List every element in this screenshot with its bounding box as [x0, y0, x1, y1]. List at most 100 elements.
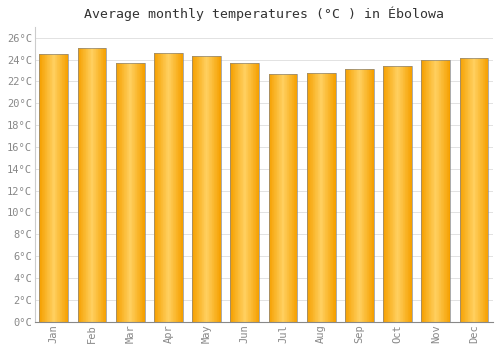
Bar	[373, 69, 374, 322]
Bar	[211, 56, 212, 322]
Bar	[49, 54, 50, 322]
Title: Average monthly temperatures (°C ) in Ébolowa: Average monthly temperatures (°C ) in Éb…	[84, 7, 444, 21]
Bar	[125, 63, 126, 322]
Bar	[345, 69, 374, 322]
Bar	[40, 54, 41, 322]
Bar	[295, 74, 296, 322]
Bar	[461, 58, 462, 322]
Bar	[78, 48, 79, 322]
Bar	[383, 66, 384, 322]
Bar	[128, 63, 129, 322]
Bar	[401, 66, 402, 322]
Bar	[141, 63, 142, 322]
Bar	[329, 73, 330, 322]
Bar	[356, 69, 357, 322]
Bar	[174, 53, 175, 322]
Bar	[388, 66, 389, 322]
Bar	[425, 60, 426, 322]
Bar	[466, 58, 467, 322]
Bar	[48, 54, 49, 322]
Bar	[330, 73, 331, 322]
Bar	[292, 74, 293, 322]
Bar	[398, 66, 399, 322]
Bar	[100, 48, 102, 322]
Bar	[200, 56, 201, 322]
Bar	[325, 73, 326, 322]
Bar	[118, 63, 119, 322]
Bar	[79, 48, 80, 322]
Bar	[154, 53, 155, 322]
Bar	[246, 63, 247, 322]
Bar	[464, 58, 466, 322]
Bar	[170, 53, 172, 322]
Bar	[311, 73, 312, 322]
Bar	[231, 63, 232, 322]
Bar	[399, 66, 400, 322]
Bar	[407, 66, 408, 322]
Bar	[256, 63, 257, 322]
Bar	[288, 74, 290, 322]
Bar	[123, 63, 124, 322]
Bar	[43, 54, 44, 322]
Bar	[274, 74, 275, 322]
Bar	[278, 74, 280, 322]
Bar	[66, 54, 68, 322]
Bar	[440, 60, 441, 322]
Bar	[161, 53, 162, 322]
Bar	[103, 48, 104, 322]
Bar	[316, 73, 317, 322]
Bar	[422, 60, 450, 322]
Bar	[116, 63, 144, 322]
Bar	[273, 74, 274, 322]
Bar	[201, 56, 202, 322]
Bar	[411, 66, 412, 322]
Bar	[90, 48, 92, 322]
Bar	[62, 54, 63, 322]
Bar	[285, 74, 286, 322]
Bar	[434, 60, 435, 322]
Bar	[272, 74, 273, 322]
Bar	[139, 63, 140, 322]
Bar	[235, 63, 236, 322]
Bar	[445, 60, 446, 322]
Bar	[268, 74, 298, 322]
Bar	[133, 63, 134, 322]
Bar	[294, 74, 295, 322]
Bar	[214, 56, 215, 322]
Bar	[310, 73, 311, 322]
Bar	[136, 63, 138, 322]
Bar	[166, 53, 167, 322]
Bar	[486, 58, 487, 322]
Bar	[335, 73, 336, 322]
Bar	[96, 48, 97, 322]
Bar	[447, 60, 448, 322]
Bar	[441, 60, 442, 322]
Bar	[205, 56, 206, 322]
Bar	[160, 53, 161, 322]
Bar	[478, 58, 479, 322]
Bar	[422, 60, 423, 322]
Bar	[42, 54, 43, 322]
Bar	[164, 53, 165, 322]
Bar	[410, 66, 411, 322]
Bar	[177, 53, 178, 322]
Bar	[154, 53, 182, 322]
Bar	[119, 63, 120, 322]
Bar	[88, 48, 89, 322]
Bar	[432, 60, 433, 322]
Bar	[61, 54, 62, 322]
Bar	[430, 60, 431, 322]
Bar	[409, 66, 410, 322]
Bar	[318, 73, 319, 322]
Bar	[280, 74, 281, 322]
Bar	[120, 63, 121, 322]
Bar	[124, 63, 125, 322]
Bar	[389, 66, 390, 322]
Bar	[476, 58, 477, 322]
Bar	[92, 48, 94, 322]
Bar	[307, 73, 308, 322]
Bar	[131, 63, 132, 322]
Bar	[448, 60, 450, 322]
Bar	[345, 69, 346, 322]
Bar	[276, 74, 278, 322]
